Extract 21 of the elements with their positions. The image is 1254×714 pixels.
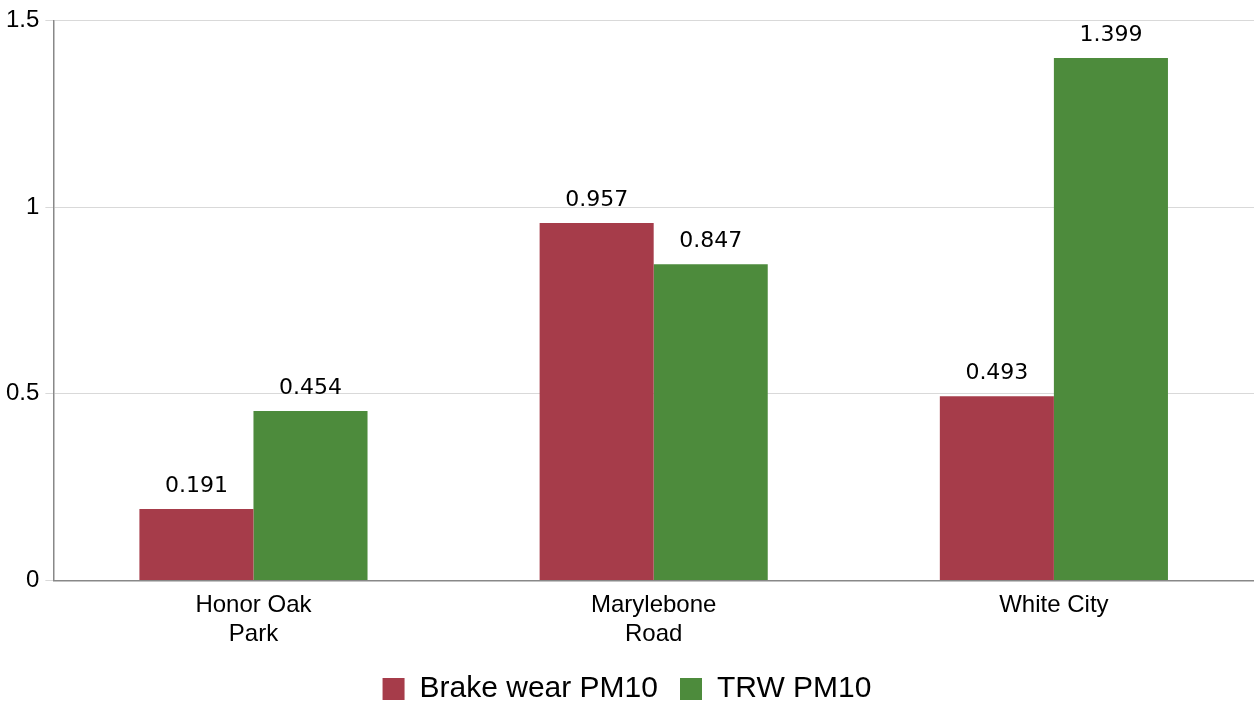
y-tick-label: 0 xyxy=(26,565,40,593)
data-label: 0.847 xyxy=(679,226,743,252)
bar xyxy=(253,410,368,580)
x-tick-label: Marylebone Road xyxy=(590,590,717,647)
y-tick-label: 1.5 xyxy=(5,5,40,33)
bar xyxy=(1053,58,1168,580)
data-label: 0.493 xyxy=(965,359,1029,385)
x-tick-label: Honor Oak Park xyxy=(195,590,313,647)
legend-label: TRW PM10 xyxy=(716,670,872,704)
data-label: 0.454 xyxy=(279,373,342,399)
y-tick-label: 1 xyxy=(26,191,40,219)
data-label: 0.957 xyxy=(565,185,629,211)
bar xyxy=(539,223,654,580)
data-label: 0.191 xyxy=(164,471,228,497)
legend-label: Brake wear PM10 xyxy=(419,670,658,704)
y-tick-label: 0.5 xyxy=(5,378,40,406)
bar xyxy=(653,264,768,580)
x-tick-label: White City xyxy=(999,590,1109,618)
bar xyxy=(939,396,1054,580)
data-label: 1.399 xyxy=(1079,20,1143,46)
bar xyxy=(139,509,254,580)
